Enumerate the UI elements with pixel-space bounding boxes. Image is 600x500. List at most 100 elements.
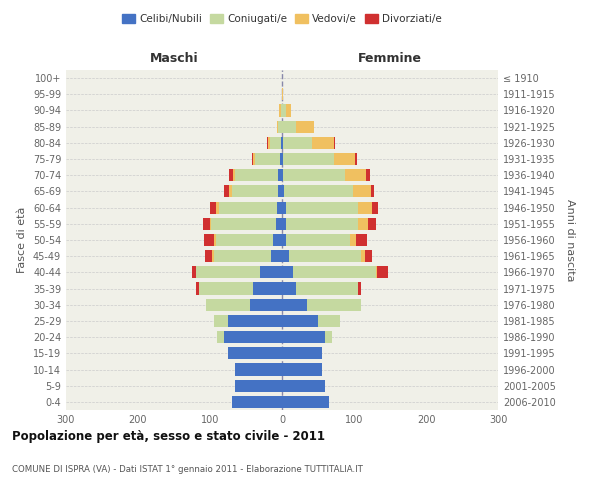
Bar bbox=[235, 364, 282, 376]
Bar bbox=[232, 186, 282, 198]
Bar bbox=[282, 348, 322, 360]
Text: Popolazione per età, sesso e stato civile - 2011: Popolazione per età, sesso e stato civil… bbox=[12, 430, 325, 443]
Bar bbox=[199, 282, 282, 294]
Bar bbox=[277, 202, 282, 213]
Bar bbox=[282, 137, 334, 149]
Bar bbox=[217, 331, 282, 343]
Bar bbox=[229, 186, 282, 198]
Bar bbox=[282, 202, 378, 213]
Bar bbox=[212, 250, 282, 262]
Bar bbox=[278, 120, 282, 132]
Bar bbox=[235, 169, 282, 181]
Bar bbox=[282, 266, 293, 278]
Bar bbox=[282, 104, 292, 117]
Bar bbox=[192, 266, 282, 278]
Bar bbox=[282, 250, 361, 262]
Bar bbox=[282, 266, 376, 278]
Bar bbox=[282, 104, 292, 117]
Bar bbox=[281, 104, 282, 117]
Bar bbox=[214, 250, 282, 262]
Bar bbox=[282, 348, 322, 360]
Bar bbox=[274, 234, 282, 246]
Bar bbox=[278, 169, 282, 181]
Bar bbox=[235, 380, 282, 392]
Bar bbox=[282, 218, 358, 230]
Bar bbox=[282, 120, 314, 132]
Bar bbox=[282, 282, 358, 294]
Bar bbox=[217, 331, 282, 343]
Text: Maschi: Maschi bbox=[149, 52, 199, 65]
Bar bbox=[260, 266, 282, 278]
Bar bbox=[282, 120, 314, 132]
Bar bbox=[282, 104, 286, 117]
Bar bbox=[253, 153, 282, 165]
Bar bbox=[282, 169, 366, 181]
Bar bbox=[280, 153, 282, 165]
Bar bbox=[282, 396, 329, 408]
Bar bbox=[282, 396, 329, 408]
Y-axis label: Fasce di età: Fasce di età bbox=[17, 207, 27, 273]
Bar bbox=[282, 186, 284, 198]
Bar bbox=[282, 298, 361, 311]
Bar bbox=[282, 186, 371, 198]
Bar bbox=[276, 218, 282, 230]
Bar bbox=[270, 137, 282, 149]
Bar bbox=[232, 396, 282, 408]
Bar bbox=[282, 380, 325, 392]
Bar bbox=[228, 348, 282, 360]
Bar bbox=[282, 364, 322, 376]
Bar bbox=[282, 137, 335, 149]
Legend: Celibi/Nubili, Coniugati/e, Vedovi/e, Divorziati/e: Celibi/Nubili, Coniugati/e, Vedovi/e, Di… bbox=[118, 10, 446, 29]
Bar bbox=[253, 282, 282, 294]
Bar bbox=[210, 202, 282, 213]
Text: COMUNE DI ISPRA (VA) - Dati ISTAT 1° gennaio 2011 - Elaborazione TUTTITALIA.IT: COMUNE DI ISPRA (VA) - Dati ISTAT 1° gen… bbox=[12, 465, 363, 474]
Bar bbox=[214, 315, 282, 327]
Bar bbox=[206, 298, 282, 311]
Bar bbox=[282, 266, 377, 278]
Bar bbox=[214, 315, 282, 327]
Bar bbox=[282, 137, 312, 149]
Bar bbox=[282, 380, 325, 392]
Bar bbox=[211, 218, 282, 230]
Bar bbox=[282, 169, 370, 181]
Bar bbox=[196, 266, 282, 278]
Bar bbox=[282, 298, 307, 311]
Bar bbox=[271, 250, 282, 262]
Bar bbox=[282, 282, 361, 294]
Bar bbox=[282, 282, 358, 294]
Bar bbox=[282, 250, 372, 262]
Bar bbox=[254, 153, 282, 165]
Bar bbox=[282, 266, 388, 278]
Bar bbox=[232, 396, 282, 408]
Bar bbox=[232, 396, 282, 408]
Bar bbox=[282, 331, 332, 343]
Bar bbox=[282, 331, 332, 343]
Bar bbox=[282, 120, 296, 132]
Bar bbox=[282, 364, 322, 376]
Text: Femmine: Femmine bbox=[358, 52, 422, 65]
Bar bbox=[282, 234, 356, 246]
Bar bbox=[205, 250, 282, 262]
Bar bbox=[282, 331, 325, 343]
Bar bbox=[282, 396, 329, 408]
Bar bbox=[235, 364, 282, 376]
Bar bbox=[282, 380, 325, 392]
Bar bbox=[282, 396, 329, 408]
Bar bbox=[282, 380, 325, 392]
Bar bbox=[235, 380, 282, 392]
Bar bbox=[216, 202, 282, 213]
Bar bbox=[228, 348, 282, 360]
Bar bbox=[203, 218, 282, 230]
Bar bbox=[282, 298, 361, 311]
Bar bbox=[282, 202, 358, 213]
Bar bbox=[282, 218, 368, 230]
Bar bbox=[282, 315, 340, 327]
Bar bbox=[282, 250, 365, 262]
Bar bbox=[196, 266, 282, 278]
Bar bbox=[282, 315, 340, 327]
Bar bbox=[199, 282, 282, 294]
Bar bbox=[282, 315, 318, 327]
Bar bbox=[278, 186, 282, 198]
Bar bbox=[282, 153, 355, 165]
Bar bbox=[282, 202, 286, 213]
